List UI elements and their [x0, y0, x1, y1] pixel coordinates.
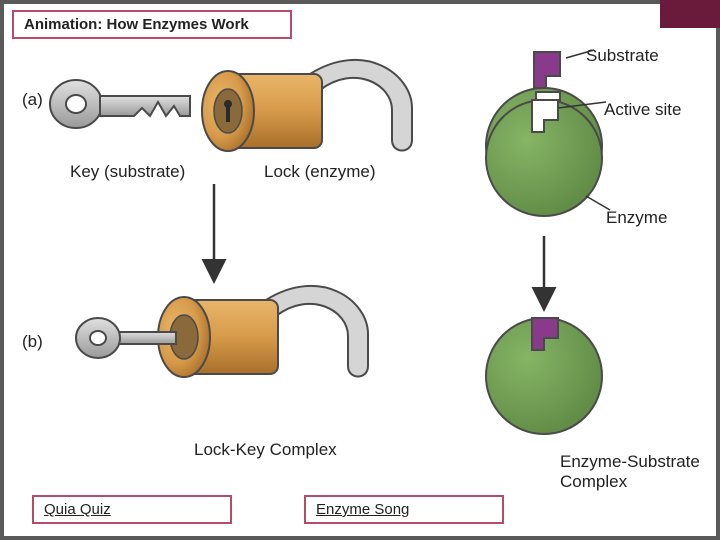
enzyme-song-link[interactable]: Enzyme Song [304, 495, 504, 524]
quia-quiz-link[interactable]: Quia Quiz [32, 495, 232, 524]
enzyme-a [486, 50, 610, 216]
slide-badge [660, 0, 720, 28]
lock-key-enzyme-diagram [14, 44, 710, 494]
key-icon [50, 80, 190, 128]
enzyme-substrate-complex-icon [486, 318, 602, 434]
lock-icon [202, 60, 412, 151]
lock-key-complex-icon [76, 286, 368, 377]
animation-title-link[interactable]: Animation: How Enzymes Work [12, 10, 292, 39]
